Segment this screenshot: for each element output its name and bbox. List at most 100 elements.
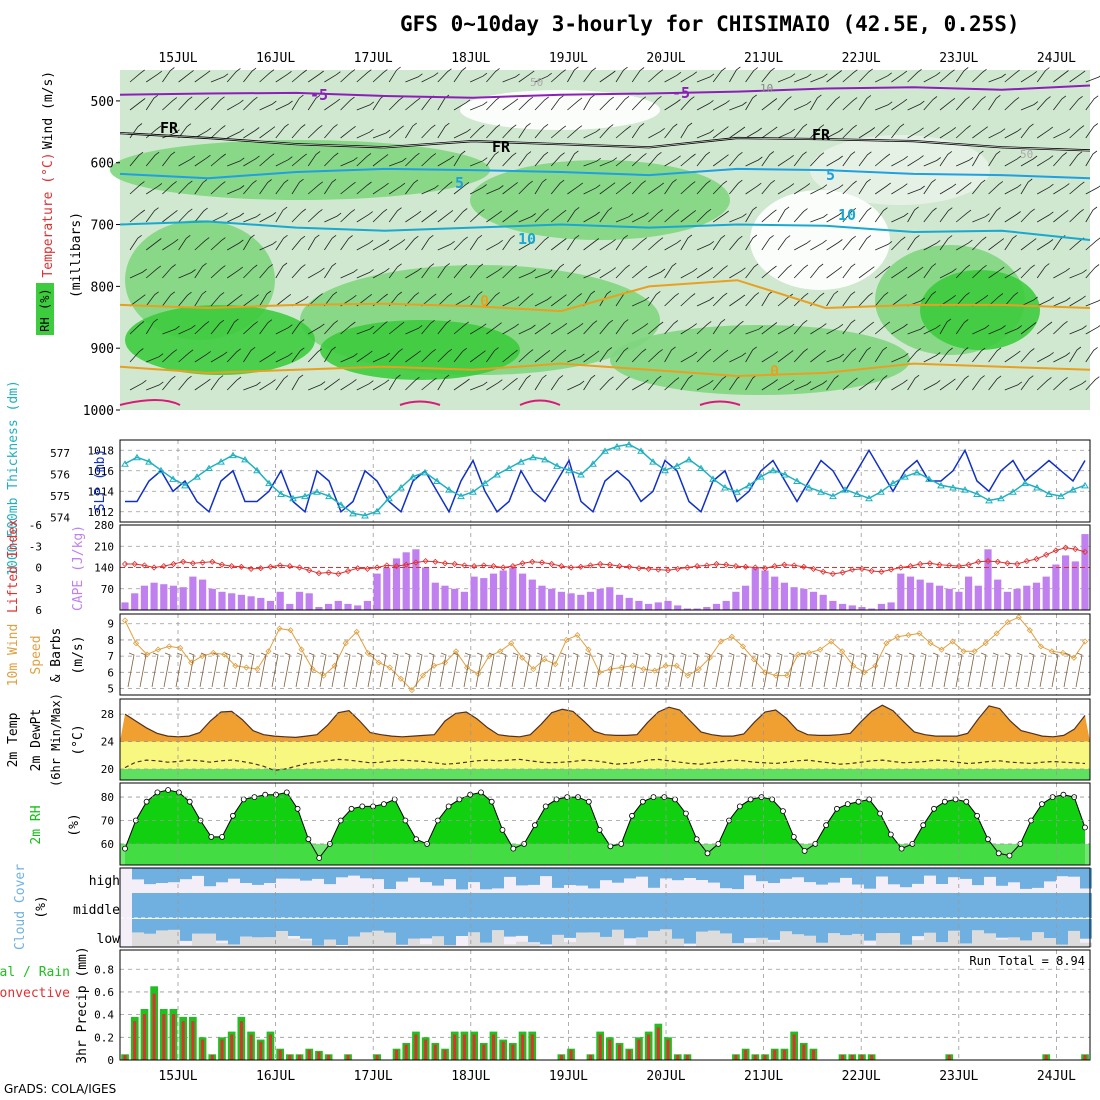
wind-barb <box>939 183 957 195</box>
precip-conv-bar <box>627 1049 631 1060</box>
li-point <box>558 563 565 570</box>
wind-barb <box>1085 347 1098 363</box>
wind-speed-point <box>574 632 581 639</box>
cloud-bar-middle <box>636 893 648 918</box>
wind-barb <box>680 293 696 307</box>
wind-barb <box>988 150 1001 167</box>
thickness-line <box>124 443 1086 517</box>
wind-barb <box>486 151 499 167</box>
temp-contour-5 <box>119 362 1091 378</box>
wind-barb <box>664 292 679 307</box>
wind-barb-10m <box>535 652 543 688</box>
cloud-bar-low <box>432 919 444 942</box>
rh2m-point <box>1006 852 1013 859</box>
wind-barb <box>712 180 728 195</box>
cape-bar <box>674 605 682 610</box>
wind-barb <box>534 269 553 279</box>
thickness-axis-label: 1000~500mb Thickness (dm) <box>6 380 21 576</box>
wind-barb <box>631 379 649 391</box>
wind-barb <box>988 325 1006 335</box>
wind-barb <box>567 293 582 307</box>
wind-barb <box>1069 346 1082 363</box>
li-point <box>315 570 323 577</box>
wind-barb <box>518 96 534 111</box>
precip-conv-bar <box>210 1054 214 1060</box>
wind-barb <box>1004 211 1021 223</box>
rh2m-point <box>672 796 678 803</box>
cloud-bar-middle <box>600 893 612 918</box>
precip-conv-bar <box>763 1054 767 1060</box>
wind-barb <box>372 69 388 83</box>
rh2m-point <box>952 796 959 803</box>
wind-barb <box>842 235 856 251</box>
wind-barb <box>1085 237 1100 251</box>
rh-region <box>110 140 490 200</box>
wind-barb <box>761 209 777 223</box>
cloud-bar-high <box>144 868 156 885</box>
wind-barb <box>210 96 225 111</box>
wind-barb <box>502 73 520 83</box>
cloud-bar-low <box>216 919 228 941</box>
wind-tick-label: 8 <box>107 634 114 647</box>
wind-barb <box>729 235 743 251</box>
cloud-bar-high <box>588 868 600 889</box>
wind-barb <box>486 322 502 335</box>
cloud-bar-middle <box>588 893 600 918</box>
cloud-row-label-high: high <box>89 874 120 889</box>
cloud-bar-high <box>252 868 264 885</box>
cloud-bar-high <box>960 868 972 879</box>
wind-barb <box>162 238 179 251</box>
wind-barb <box>340 96 355 111</box>
precip-conv-bar <box>521 1034 525 1060</box>
li-point <box>325 569 332 576</box>
wind-barb <box>388 263 402 279</box>
wind-barb <box>518 293 534 307</box>
wind-tick-label: 5 <box>107 683 114 696</box>
wind-barb <box>810 239 827 251</box>
cloud-bar-high <box>204 868 216 887</box>
cape-bar <box>528 579 536 610</box>
wind-barb <box>129 348 144 363</box>
precip-conv-bar <box>744 1049 748 1060</box>
cape-bar <box>538 585 546 610</box>
cape-bar <box>945 588 953 611</box>
wind-barb-10m <box>1063 652 1071 688</box>
thickness-point <box>853 490 861 497</box>
wind-speed-point <box>828 638 835 645</box>
precip-conv-bar <box>647 1034 651 1060</box>
thickness-point <box>745 481 753 489</box>
wind-barb <box>761 379 778 391</box>
day-label-top: 21JUL <box>744 51 783 66</box>
low-cloud-gray <box>276 931 288 947</box>
thickness-point <box>757 473 765 480</box>
li-point <box>858 565 866 572</box>
cloud-bar-low <box>1020 919 1032 945</box>
wind-barb <box>259 179 272 195</box>
wind-barb <box>956 156 974 167</box>
wind-barb <box>810 184 828 195</box>
wind-barb <box>388 96 404 111</box>
rh2m-point <box>683 810 689 817</box>
wind-speed-point <box>342 640 349 647</box>
wind-speed-point <box>364 649 371 656</box>
wind-barb <box>226 318 239 335</box>
wind-barb <box>1069 181 1085 195</box>
cloud-bar-low <box>444 919 456 947</box>
wind-barb <box>567 182 584 195</box>
cape-bar <box>625 597 633 610</box>
low-cloud-gray <box>660 929 672 947</box>
low-cloud-gray <box>852 933 864 947</box>
wind-barb <box>421 210 437 223</box>
wind-barb <box>891 155 908 167</box>
wind-barb <box>939 378 956 391</box>
wind-barb <box>340 268 358 279</box>
wind-barb <box>162 67 175 83</box>
wind-barb <box>259 126 276 139</box>
wind-barb <box>777 323 795 335</box>
precip-conv-bar <box>288 1054 292 1060</box>
li-point <box>151 564 158 571</box>
wind-speed-point <box>287 627 294 634</box>
wind-barb <box>664 239 682 251</box>
wind-barb <box>972 264 987 279</box>
